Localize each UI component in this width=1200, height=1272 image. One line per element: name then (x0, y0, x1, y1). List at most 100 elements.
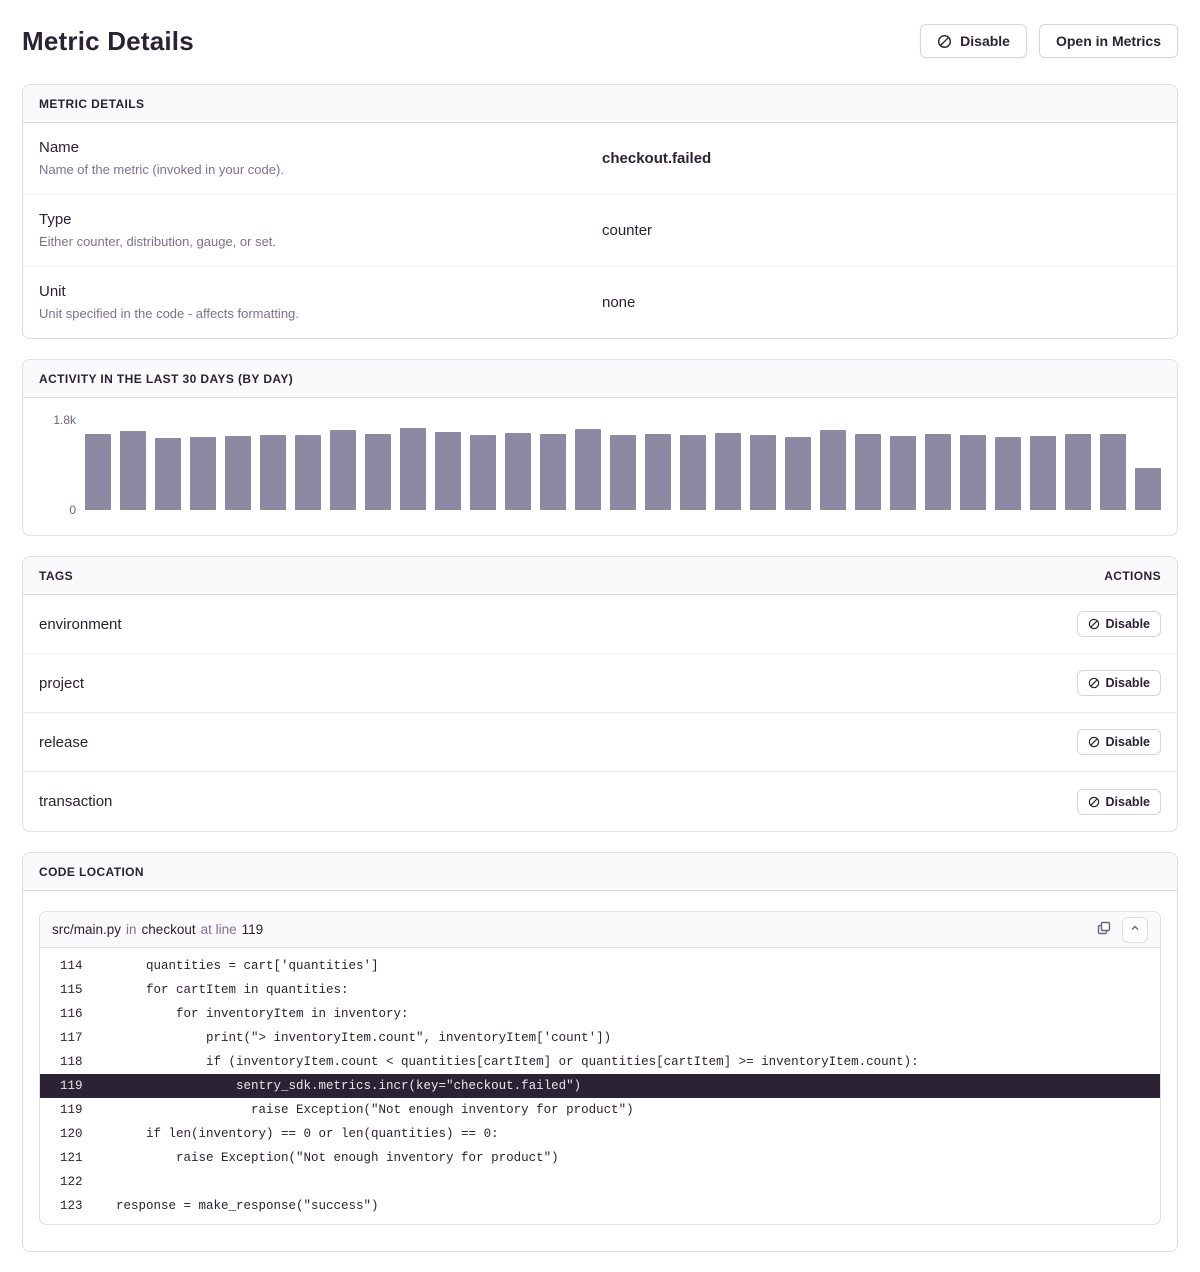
code-line-highlighted: 119 sentry_sdk.metrics.incr(key="checkou… (40, 1074, 1160, 1098)
metric-unit-description: Unit specified in the code - affects for… (39, 306, 299, 321)
activity-section-title: ACTIVITY IN THE LAST 30 DAYS (BY DAY) (39, 371, 294, 386)
activity-bar (400, 428, 426, 510)
code-line-text: for cartItem in quantities: (86, 983, 349, 997)
chevron-up-icon (1129, 922, 1141, 937)
activity-bar (575, 429, 601, 510)
tags-panel: TAGS ACTIONS environment Disable project (22, 556, 1178, 832)
activity-bar (750, 435, 776, 510)
activity-panel-header: ACTIVITY IN THE LAST 30 DAYS (BY DAY) (23, 360, 1177, 398)
disable-tag-project-button[interactable]: Disable (1076, 670, 1161, 696)
metric-unit-value: none (602, 294, 636, 311)
metric-type-description: Either counter, distribution, gauge, or … (39, 234, 277, 249)
activity-bar (960, 435, 986, 510)
activity-bar (470, 435, 496, 510)
activity-bar (505, 432, 531, 510)
code-line-text: print("> inventoryItem.count", inventory… (86, 1031, 612, 1045)
code-line-text: response = make_response("success") (86, 1199, 379, 1213)
tag-name: transaction (39, 793, 113, 810)
activity-bar (330, 429, 356, 510)
disable-metric-button[interactable]: Disable (920, 24, 1027, 58)
metric-name-description: Name of the metric (invoked in your code… (39, 162, 284, 177)
activity-bar (190, 436, 216, 510)
copy-code-button[interactable] (1094, 918, 1114, 941)
activity-bar (785, 437, 811, 510)
activity-bar (680, 435, 706, 510)
code-line: 119 raise Exception("Not enough inventor… (40, 1098, 1160, 1122)
metric-type-label: Type (39, 211, 72, 228)
tag-name: release (39, 733, 89, 751)
tag-name: project (39, 674, 85, 692)
code-line-number: 115 (60, 983, 83, 997)
code-line-number: 120 (60, 1127, 83, 1141)
code-snippet: 114 quantities = cart['quantities'] 115 f… (40, 948, 1160, 1224)
code-file-name: src/main.py (52, 922, 122, 937)
circle-slash-icon (1088, 677, 1100, 689)
code-line: 117 print("> inventoryItem.count", inven… (40, 1026, 1160, 1050)
disable-tag-label: Disable (1105, 735, 1150, 749)
activity-bar (1065, 434, 1091, 510)
copy-icon (1096, 920, 1112, 939)
disable-tag-label: Disable (1105, 676, 1150, 690)
code-line-number: 114 (60, 959, 83, 973)
tags-actions-title: ACTIONS (1104, 568, 1161, 583)
circle-slash-icon (937, 34, 952, 49)
code-frame: src/main.py in checkout at line 119 (39, 911, 1161, 1225)
code-line-number: 116 (60, 1007, 83, 1021)
activity-bar (925, 434, 951, 510)
code-line-number: 119 (241, 922, 264, 937)
disable-tag-release-button[interactable]: Disable (1076, 729, 1161, 755)
tag-row-project: project Disable (23, 654, 1177, 713)
activity-bar (540, 434, 566, 510)
code-line: 121 raise Exception("Not enough inventor… (40, 1146, 1160, 1170)
code-line-text: raise Exception("Not enough inventory fo… (86, 1151, 559, 1165)
activity-chart: 1.8k 0 (23, 398, 1177, 535)
activity-bar (435, 432, 461, 510)
tag-row-release: release Disable (23, 713, 1177, 772)
code-path: src/main.py in checkout at line 119 (52, 922, 263, 937)
disable-tag-transaction-button[interactable]: Disable (1076, 788, 1161, 815)
code-location-section-title: CODE LOCATION (39, 864, 144, 879)
activity-bar (1030, 436, 1056, 510)
tag-row-environment: environment Disable (23, 595, 1177, 654)
code-line-text: if (inventoryItem.count < quantities[car… (86, 1055, 919, 1069)
activity-bar (995, 437, 1021, 510)
code-line-number: 121 (60, 1151, 83, 1165)
tag-row-transaction: transaction Disable (23, 772, 1177, 831)
metric-name-value: checkout.failed (602, 150, 712, 167)
activity-bars (85, 420, 1161, 510)
collapse-code-button[interactable] (1122, 916, 1148, 943)
activity-bar (820, 429, 846, 510)
activity-panel: ACTIVITY IN THE LAST 30 DAYS (BY DAY) 1.… (22, 359, 1178, 536)
code-line: 120 if len(inventory) == 0 or len(quanti… (40, 1122, 1160, 1146)
code-line: 118 if (inventoryItem.count < quantities… (40, 1050, 1160, 1074)
metric-name-row: Name Name of the metric (invoked in your… (23, 123, 1177, 195)
y-axis-min-label: 0 (69, 503, 76, 517)
code-at-line-word: at line (200, 922, 237, 937)
activity-bar (295, 434, 321, 510)
activity-bar (645, 433, 671, 510)
code-line-text: raise Exception("Not enough inventory fo… (86, 1103, 634, 1117)
code-location-panel: CODE LOCATION src/main.py in checkout at… (22, 852, 1178, 1252)
disable-tag-label: Disable (1105, 794, 1150, 809)
activity-bar (260, 435, 286, 510)
code-line-text: quantities = cart['quantities'] (86, 959, 379, 973)
code-line: 123 response = make_response("success") (40, 1194, 1160, 1218)
activity-bar (715, 432, 741, 510)
activity-bar (85, 434, 111, 510)
code-line-number: 123 (60, 1199, 83, 1213)
metric-details-section-title: METRIC DETAILS (39, 96, 145, 111)
tag-name: environment (39, 615, 122, 633)
metric-type-value: counter (602, 222, 653, 239)
activity-bar (225, 435, 251, 510)
code-location-panel-header: CODE LOCATION (23, 853, 1177, 891)
disable-tag-environment-button[interactable]: Disable (1076, 611, 1161, 637)
metric-unit-row: Unit Unit specified in the code - affect… (23, 267, 1177, 338)
metric-details-panel: METRIC DETAILS Name Name of the metric (… (22, 84, 1178, 339)
code-line-text: sentry_sdk.metrics.incr(key="checkout.fa… (86, 1079, 582, 1093)
topbar: Metric Details Disable Open in Metrics (22, 24, 1178, 58)
circle-slash-icon (1088, 618, 1100, 630)
metric-details-panel-header: METRIC DETAILS (23, 85, 1177, 123)
metric-unit-label: Unit (39, 283, 66, 300)
open-in-metrics-button[interactable]: Open in Metrics (1038, 24, 1178, 58)
